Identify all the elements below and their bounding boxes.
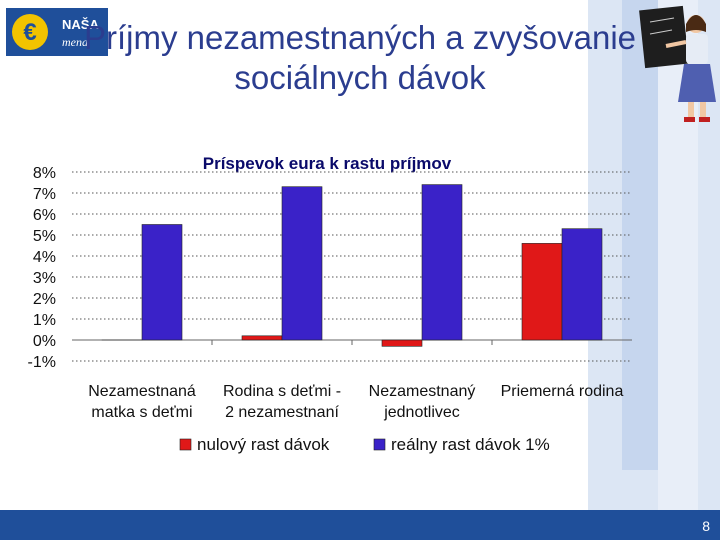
slide-title-line2: sociálnych dávok [234, 59, 486, 96]
y-tick-label: 4% [33, 249, 56, 266]
legend-swatch-2 [373, 438, 386, 451]
y-axis-ticks: 8% 7% 6% 5% 4% 3% 2% 1% 0% -1% [28, 165, 56, 371]
bar-1-2 [241, 335, 283, 341]
svg-text:€: € [23, 19, 36, 46]
x-category-label: Rodina s deťmi - [223, 383, 341, 400]
chart-legend: nulový rast dávok reálny rast dávok 1% [179, 435, 550, 454]
slide-title-line1: Príjmy nezamestnaných a zvyšovanie [83, 19, 637, 56]
y-tick-label: 7% [33, 186, 56, 203]
x-category-label: Nezamestnaná [88, 383, 196, 400]
chart-bars [101, 184, 603, 347]
legend-label-1: nulový rast dávok [197, 435, 330, 454]
x-category-label: matka s deťmi [91, 404, 192, 421]
income-growth-chart: Príspevok eura k rastu príjmov 8% 7% 6% 5% 4… [28, 154, 632, 454]
x-axis-labels: Nezamestnaná matka s deťmi Rodina s deťmi … [88, 383, 623, 421]
svg-text:NAŠA: NAŠA [62, 17, 99, 32]
bar-2-2 [281, 186, 323, 341]
x-category-label: Priemerná rodina [501, 383, 624, 400]
nasa-mena-logo: € NAŠA mena [6, 8, 108, 56]
y-tick-label: 5% [33, 228, 56, 245]
x-category-label: 2 nezamestnaní [225, 404, 339, 421]
page-number: 8 [702, 518, 710, 534]
y-tick-label: 6% [33, 207, 56, 224]
legend-swatch-1 [179, 438, 192, 451]
bar-2-1 [141, 224, 183, 341]
y-tick-label: 2% [33, 291, 56, 308]
y-tick-label: -1% [28, 354, 56, 371]
slide-title: Príjmy nezamestnaných a zvyšovanie sociá… [80, 18, 640, 98]
teacher-illustration [639, 5, 716, 122]
x-category-label: Nezamestnaný [369, 383, 476, 400]
bar-2-3 [421, 184, 463, 341]
y-tick-label: 3% [33, 270, 56, 287]
bar-1-4 [521, 243, 563, 341]
bar-1-3 [381, 339, 423, 347]
y-tick-label: 0% [33, 333, 56, 350]
x-category-label: jednotlivec [383, 404, 460, 421]
y-tick-label: 1% [33, 312, 56, 329]
bar-2-4 [561, 228, 603, 341]
chart-title: Príspevok eura k rastu príjmov [203, 154, 452, 173]
legend-label-2: reálny rast dávok 1% [391, 435, 550, 454]
footer-bar: 8 [0, 510, 720, 540]
y-tick-label: 8% [33, 165, 56, 182]
svg-text:mena: mena [62, 35, 88, 49]
